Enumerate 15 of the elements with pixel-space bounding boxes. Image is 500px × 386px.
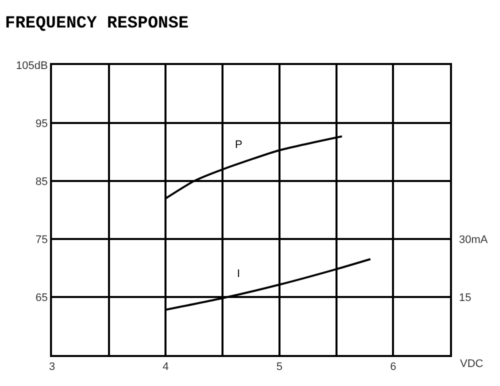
x-axis-title: VDC <box>460 358 484 370</box>
y2-tick-label: 15 <box>459 292 472 304</box>
x-tick-label: 4 <box>162 361 169 374</box>
x-tick-label: 3 <box>48 361 56 374</box>
chart-title: FREQUENCY RESPONSE <box>5 14 189 34</box>
series-label: P <box>235 139 242 151</box>
x-tick-label: 5 <box>276 361 282 374</box>
y2-tick-label: 30mA <box>459 234 488 246</box>
y-tick-label: 85 <box>36 176 48 188</box>
x-tick-label: 6 <box>390 361 396 374</box>
series-label: I <box>237 268 240 280</box>
y-tick-label: 75 <box>36 234 48 246</box>
y-tick-label: 95 <box>36 118 48 130</box>
y-tick-label: 105dB <box>16 60 48 72</box>
y-tick-label: 65 <box>36 292 48 304</box>
